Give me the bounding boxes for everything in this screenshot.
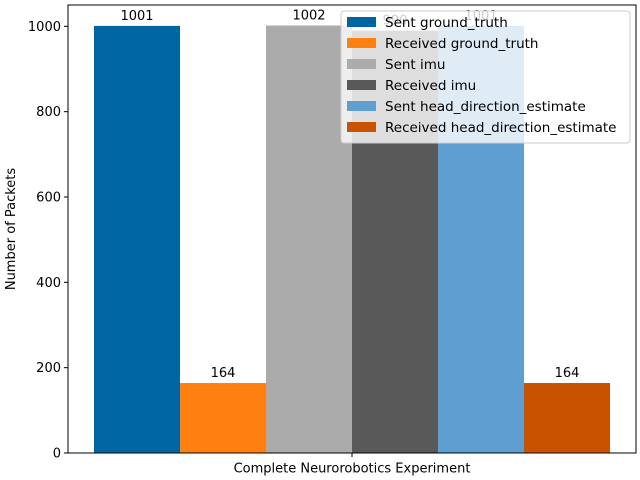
- legend-swatch: [347, 101, 376, 111]
- legend-entry-label: Sent imu: [385, 57, 445, 73]
- y-tick-label: 400: [36, 276, 61, 291]
- x-tick-label: Complete Neurorobotics Experiment: [234, 462, 471, 477]
- bar-value-label: 1001: [120, 9, 153, 24]
- legend-entry-label: Sent ground_truth: [385, 15, 508, 31]
- legend-box: [340, 10, 631, 144]
- y-axis: 0 200 400 600 800 1000: [28, 20, 68, 462]
- y-tick-label: 800: [36, 105, 61, 120]
- legend-entry-label: Received ground_truth: [385, 36, 538, 52]
- bar: [266, 25, 352, 453]
- y-axis-label: Number of Packets: [4, 168, 19, 291]
- legend: Sent ground_truth Received ground_truth Se…: [340, 10, 631, 144]
- legend-entry-label: Sent head_direction_estimate: [385, 99, 586, 115]
- y-tick-label: 600: [36, 191, 61, 206]
- bar: [180, 383, 266, 453]
- bar: [524, 383, 610, 453]
- legend-swatch: [347, 17, 376, 27]
- x-axis: Complete Neurorobotics Experiment: [234, 453, 471, 477]
- y-tick-label: 0: [53, 447, 61, 462]
- bar: [94, 25, 180, 453]
- bar-value-label: 1002: [292, 8, 325, 23]
- legend-swatch: [347, 38, 376, 48]
- y-tick-label: 200: [36, 361, 61, 376]
- y-tick-label: 1000: [28, 20, 61, 35]
- legend-swatch: [347, 80, 376, 90]
- legend-swatch: [347, 59, 376, 69]
- legend-entry-label: Received head_direction_estimate: [385, 120, 616, 136]
- legend-entry-label: Received imu: [385, 78, 476, 94]
- bar-value-label: 164: [211, 366, 236, 381]
- legend-swatch: [347, 122, 376, 132]
- bar-value-label: 164: [555, 366, 580, 381]
